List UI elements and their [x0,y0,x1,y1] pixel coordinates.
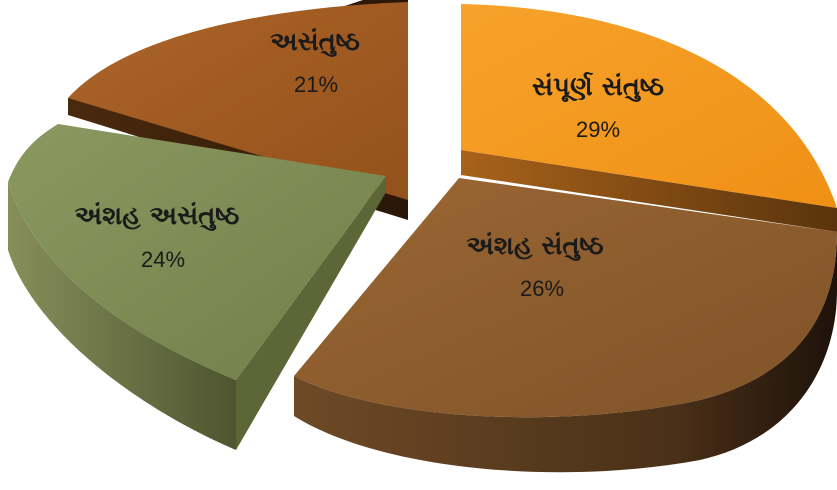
pie-slice-0 [461,4,837,232]
pie-value-2: 24% [141,247,185,272]
pie-slice-2-side-right [236,176,386,450]
pie-value-1: 26% [520,276,564,301]
pie-value-3: 21% [294,72,338,97]
pie-label-1: અંશહ સંતુષ્ઠ [466,231,603,261]
pie-slice-3-top [68,2,408,200]
pie-slice-2-side [8,182,236,450]
pie-slice-3 [68,0,408,220]
pie-slice-0-top [461,4,837,208]
pie-slice-1-top [294,178,837,418]
pie-label-3: અસંતુષ્ઠ [270,27,360,57]
pie-slice-1 [294,178,837,473]
pie-slice-2-top [8,124,386,380]
pie-slice-2 [8,124,386,450]
pie-label-2: અંશહ અસંતુષ્ઠ [75,201,240,231]
pie-slice-1-side [294,232,837,473]
pie-value-0: 29% [576,117,620,142]
pie-slice-0-side [461,150,837,232]
pie-label-0: સંપૂર્ણ સંતુષ્ઠ [532,71,664,102]
